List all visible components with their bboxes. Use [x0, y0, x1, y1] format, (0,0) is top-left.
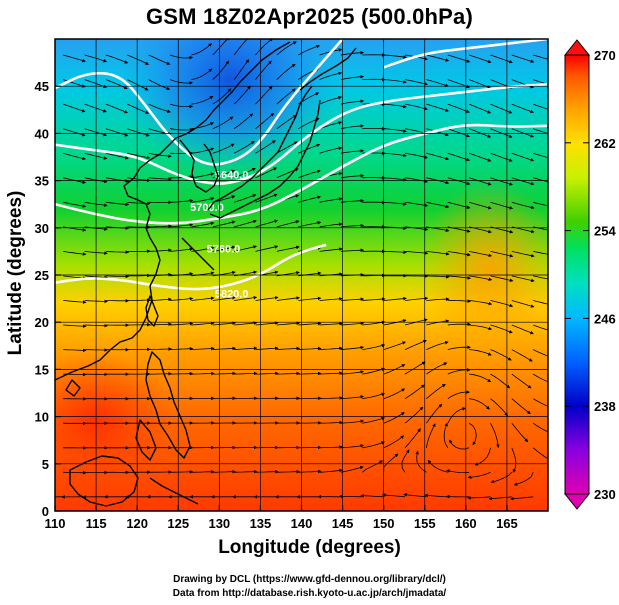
- contour-label: 5760.0: [207, 243, 241, 255]
- x-tick-label: 125: [167, 516, 189, 531]
- colorbar-tick-label: 270: [594, 48, 616, 63]
- contour-line: [55, 123, 548, 225]
- x-tick-label: 140: [291, 516, 313, 531]
- x-tick-labels: 110 115 120 125 130 135 140 145 150 155 160 165: [45, 516, 518, 531]
- colorbar-scale: [564, 54, 590, 495]
- x-tick-label: 130: [208, 516, 230, 531]
- x-tick-label: 155: [414, 516, 436, 531]
- y-tick-label: 30: [35, 221, 49, 236]
- contour-label: 5820.0: [215, 289, 249, 301]
- height-contours: 5640.0 5700.0 5760.0 5820.0: [55, 39, 548, 301]
- temperature-field: 5640.0 5700.0 5760.0 5820.0: [55, 39, 548, 511]
- credit-data: Data from http://database.rish.kyoto-u.a…: [172, 588, 447, 599]
- y-tick-label: 15: [35, 362, 49, 377]
- colorbar-tick-label: 230: [594, 487, 616, 502]
- x-tick-label: 165: [496, 516, 518, 531]
- contour-line: [383, 39, 548, 69]
- contour-line: [55, 83, 548, 185]
- chart-title: GSM 18Z02Apr2025 (500.0hPa): [146, 4, 473, 29]
- y-tick-label: 40: [35, 126, 49, 141]
- x-tick-label: 135: [250, 516, 272, 531]
- axis-ticks: [54, 85, 508, 512]
- contour-label: 5700.0: [190, 202, 224, 214]
- colorbar-tick-label: 262: [594, 136, 616, 151]
- x-tick-label: 115: [86, 516, 107, 531]
- y-tick-label: 0: [42, 504, 49, 519]
- colorbar-tick-label: 238: [594, 399, 616, 414]
- colorbar-tick-label: 246: [594, 311, 616, 326]
- x-tick-label: 120: [126, 516, 148, 531]
- x-tick-label: 145: [332, 516, 354, 531]
- lat-lon-grid: [55, 39, 548, 511]
- contour-line: [55, 39, 344, 166]
- credit-drawing: Drawing by DCL (https://www.gfd-dennou.o…: [173, 574, 446, 585]
- x-tick-label: 110: [45, 516, 66, 531]
- triangle-down-icon: [563, 493, 591, 510]
- x-tick-label: 150: [373, 516, 395, 531]
- x-axis-label: Longitude (degrees): [218, 537, 401, 558]
- contour-line: [55, 243, 327, 291]
- colorbar: 230 238 246 254 262 270: [563, 39, 616, 510]
- y-tick-label: 10: [35, 410, 49, 425]
- y-tick-label: 45: [35, 79, 49, 94]
- triangle-up-icon: [563, 39, 591, 56]
- colorbar-tick-label: 254: [594, 224, 616, 239]
- y-tick-label: 35: [35, 174, 49, 189]
- y-tick-label: 25: [35, 268, 49, 283]
- x-tick-label: 160: [455, 516, 477, 531]
- coastline: [55, 41, 357, 507]
- y-tick-labels: 0 5 10 15 20 25 30 35 40 45: [35, 79, 49, 519]
- y-tick-label: 5: [42, 457, 49, 472]
- contour-label: 5640.0: [215, 170, 249, 182]
- y-tick-label: 20: [35, 315, 49, 330]
- y-axis-label: Latitude (degrees): [5, 190, 26, 356]
